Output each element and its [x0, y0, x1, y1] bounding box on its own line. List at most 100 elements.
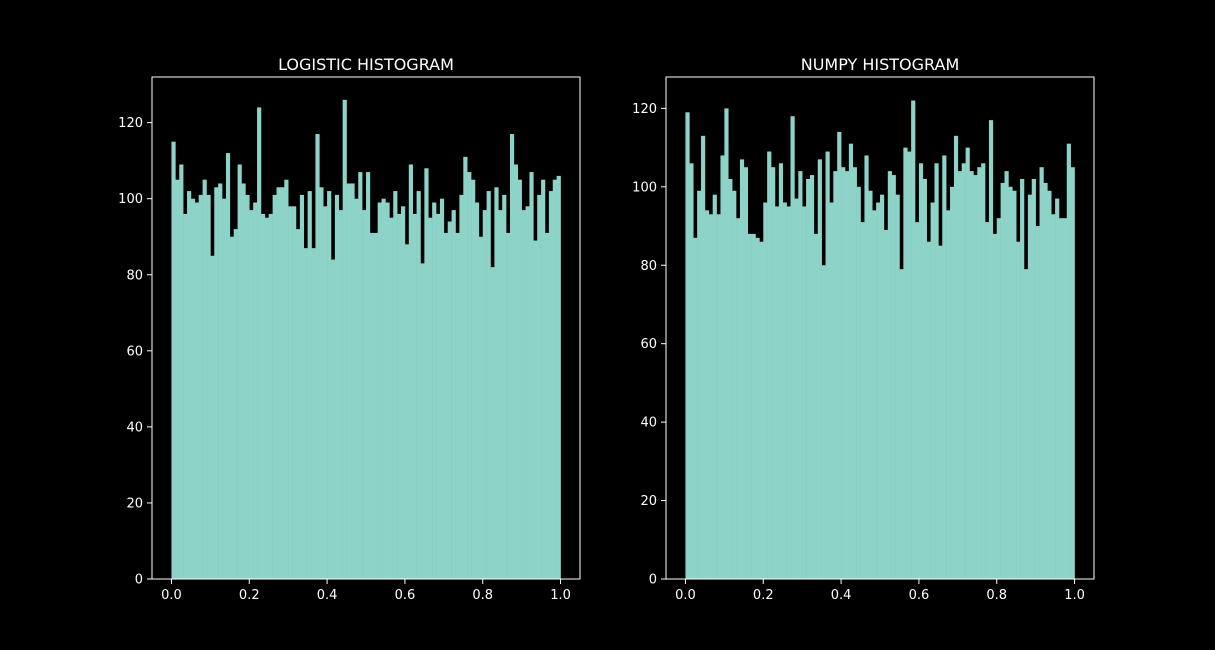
- x-tick-label: 0.2: [239, 588, 260, 603]
- numpy-histogram-chart: NUMPY HISTOGRAM 0.0 0.2 0.4 0.6 0.8 1.0 0 20 40…: [632, 55, 1095, 603]
- histogram-bar: [397, 213, 402, 579]
- histogram-bar: [303, 248, 308, 579]
- y-tick-label: 100: [118, 192, 143, 207]
- histogram-bar: [366, 172, 371, 579]
- histogram-bar: [401, 206, 406, 580]
- histogram-bar: [237, 164, 242, 579]
- histogram-bar: [712, 194, 717, 579]
- x-tick-label: 0.4: [317, 588, 338, 603]
- histogram-bar: [739, 159, 745, 580]
- histogram-bar: [1055, 198, 1060, 579]
- y-axis-ticks: 0 20 40 60 80 100 120: [632, 102, 666, 588]
- histogram-bar: [288, 206, 293, 580]
- histogram-bar: [257, 107, 262, 580]
- histogram-bar: [350, 183, 355, 580]
- histogram-bar: [736, 218, 741, 579]
- histogram-bar: [981, 163, 986, 579]
- histogram-bar: [338, 210, 343, 580]
- histogram-bar: [786, 206, 791, 580]
- histogram-bar: [544, 232, 550, 580]
- histogram-bar: [1004, 171, 1009, 580]
- histogram-bar: [716, 214, 721, 579]
- histogram-bar: [1012, 190, 1017, 580]
- histogram-bar: [171, 141, 176, 579]
- histogram-bar: [253, 202, 258, 579]
- histogram-bar: [977, 167, 982, 579]
- histogram-bar: [517, 179, 522, 579]
- histogram-bar: [455, 232, 460, 580]
- histogram-bar: [1027, 194, 1033, 579]
- histogram-bar: [280, 187, 285, 580]
- histogram-bar: [474, 202, 480, 579]
- y-tick-label: 20: [126, 496, 143, 511]
- histogram-bar: [1051, 214, 1056, 579]
- histogram-bar: [755, 237, 760, 580]
- histogram-bar: [899, 269, 904, 579]
- histogram-bar: [743, 167, 749, 579]
- histogram-bar: [926, 241, 931, 579]
- histogram-bar: [988, 120, 994, 579]
- histogram-bar: [895, 194, 900, 579]
- histogram-bar: [1070, 167, 1075, 579]
- histogram-bar: [953, 135, 959, 579]
- histogram-bar: [292, 206, 297, 580]
- histogram-bar: [693, 237, 698, 580]
- y-tick-label: 0: [135, 573, 143, 588]
- histogram-bar: [210, 255, 215, 580]
- histogram-bar: [264, 217, 270, 579]
- histogram-bar: [930, 202, 935, 579]
- x-tick-label: 0.8: [986, 588, 1007, 603]
- histogram-bar: [938, 245, 943, 579]
- histogram-bar: [1016, 241, 1021, 579]
- histogram-bar: [443, 232, 449, 580]
- histogram-bar: [876, 202, 881, 579]
- histogram-bar: [798, 171, 803, 580]
- histogram-bar: [685, 112, 690, 580]
- histogram-bar: [295, 229, 301, 579]
- histogram-bar: [922, 178, 927, 579]
- histogram-bar: [533, 240, 538, 579]
- x-tick-label: 1.0: [1064, 588, 1085, 603]
- histogram-bar: [848, 143, 854, 580]
- histogram-bar: [315, 134, 320, 580]
- histogram-bar: [412, 213, 417, 579]
- x-tick-label: 0.6: [909, 588, 930, 603]
- histogram-bar: [194, 202, 199, 579]
- histogram-bar: [942, 155, 947, 579]
- x-axis-ticks: 0.0 0.2 0.4 0.6 0.8 1.0: [675, 579, 1085, 603]
- histogram-bar: [393, 191, 398, 579]
- histogram-bar: [782, 202, 787, 579]
- histogram-bar: [868, 190, 873, 580]
- histogram-bar: [856, 186, 861, 579]
- histogram-bar: [319, 187, 324, 580]
- histogram-bar: [697, 190, 702, 580]
- histogram-bar: [1066, 143, 1071, 580]
- histogram-bar: [1043, 182, 1048, 579]
- histogram-bar: [552, 179, 557, 579]
- x-tick-label: 0.4: [831, 588, 852, 603]
- histogram-bar: [541, 179, 546, 579]
- bars-group: [685, 100, 1075, 580]
- histogram-bar: [829, 202, 834, 579]
- histogram-bar: [272, 194, 277, 579]
- histogram-bar: [907, 151, 912, 579]
- histogram-bar: [436, 213, 441, 579]
- histogram-bar: [482, 210, 487, 580]
- y-tick-label: 40: [126, 420, 143, 435]
- histogram-bar: [471, 179, 476, 579]
- histogram-bar: [377, 202, 382, 579]
- y-axis-ticks: 0 20 40 60 80 100 120: [118, 116, 152, 588]
- histogram-bar: [833, 171, 838, 580]
- histogram-bar: [198, 194, 203, 579]
- histogram-bar: [813, 233, 819, 580]
- histogram-bar: [463, 156, 468, 580]
- histogram-bar: [381, 198, 386, 579]
- histogram-bar: [404, 244, 410, 579]
- histogram-bar: [689, 163, 694, 579]
- histogram-bar: [225, 153, 231, 579]
- histogram-bar: [852, 167, 857, 579]
- histogram-bar: [529, 172, 534, 579]
- histogram-bar: [373, 232, 378, 580]
- histogram-bar: [214, 187, 219, 580]
